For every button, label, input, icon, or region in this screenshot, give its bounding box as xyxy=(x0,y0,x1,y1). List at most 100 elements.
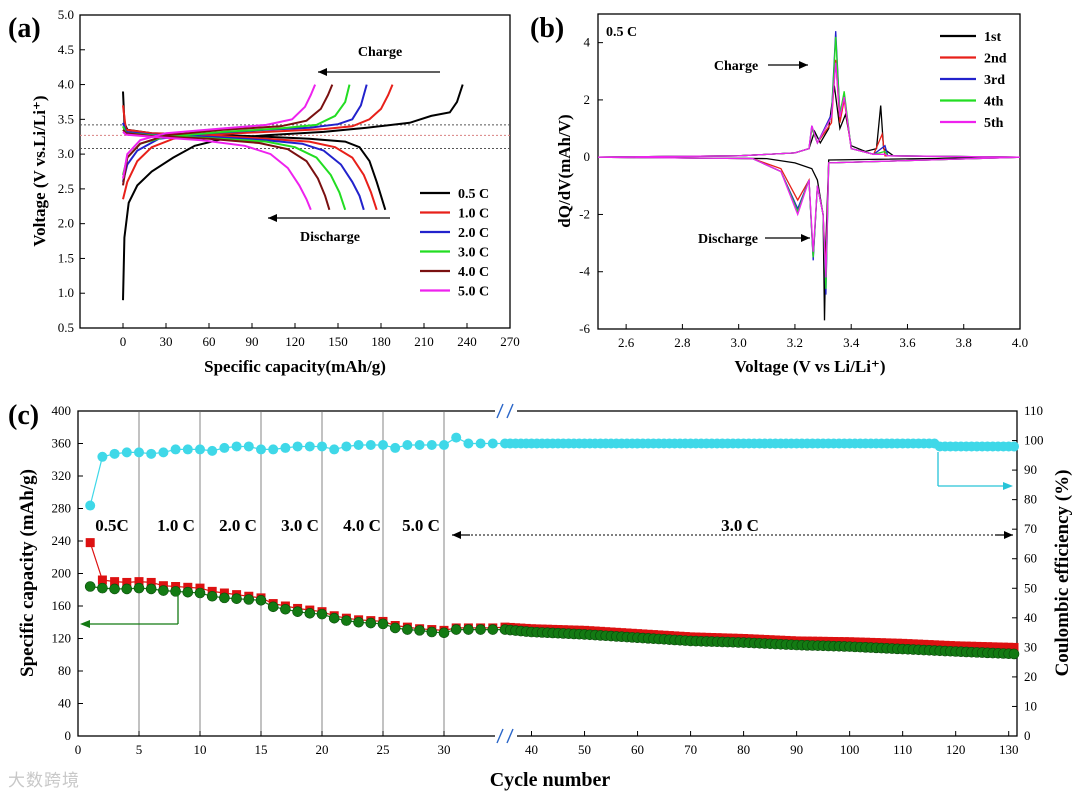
c-data-point xyxy=(110,577,120,587)
c-data-point xyxy=(341,615,352,626)
c-data-point xyxy=(414,625,425,636)
c-xtick-label: 25 xyxy=(377,742,390,757)
c-data-point xyxy=(389,622,401,634)
c-xtick-label: 10 xyxy=(194,742,207,757)
c-longterm-arrow-right xyxy=(995,531,1013,539)
panel-a-frame xyxy=(79,14,511,329)
a-series-discharge-05C xyxy=(122,91,387,211)
c-ytick-label: 240 xyxy=(52,533,72,548)
c-ytick-label: 360 xyxy=(52,436,72,451)
b-xtick-label: 3.4 xyxy=(843,335,860,350)
a-xtick-label: 0 xyxy=(120,334,127,349)
c-data-point xyxy=(231,593,242,604)
c-ytick-label: 160 xyxy=(52,598,72,613)
b-panel-label: (b) xyxy=(530,13,564,44)
a-ytick-label: 2.0 xyxy=(58,216,74,231)
c-data-point xyxy=(426,626,438,638)
b-xtick-label: 3.0 xyxy=(731,335,747,350)
c-data-point xyxy=(304,608,316,619)
c-data-point xyxy=(378,439,388,450)
c-data-point xyxy=(243,594,255,605)
c-ytick-label: 320 xyxy=(52,468,72,483)
c-ylabel: Specific capacity (mAh/g) xyxy=(17,469,38,677)
c-data-point xyxy=(967,641,977,651)
c-ytick-label: 80 xyxy=(58,663,71,678)
watermark: 大数跨境 xyxy=(8,771,80,791)
a-legend-label: 5.0 C xyxy=(458,285,489,300)
c-data-point xyxy=(182,444,193,455)
c-xtick-label: 130 xyxy=(999,742,1019,757)
panel-c-frame xyxy=(77,410,1018,737)
a-xtick-label: 120 xyxy=(285,334,305,349)
a-charge-arrow xyxy=(318,68,440,76)
c-data-point xyxy=(1004,642,1014,652)
c-xtick-label: 5 xyxy=(136,742,143,757)
a-ytick-label: 0.5 xyxy=(58,320,74,335)
c-ytick-right-label: 80 xyxy=(1024,492,1037,507)
c-data-point xyxy=(414,439,425,450)
c-axis-break-mark xyxy=(496,728,504,744)
c-rate-label: 1.0 C xyxy=(157,516,195,535)
c-series-coulombic-efficiency xyxy=(85,432,1019,511)
c-data-point xyxy=(97,575,107,585)
c-data-point xyxy=(487,438,498,449)
c-data-point xyxy=(109,583,120,595)
c-data-point xyxy=(316,608,328,620)
b-legend-label: 3rd xyxy=(984,73,1005,88)
b-ytick-label: -4 xyxy=(579,264,590,279)
a-xtick-label: 210 xyxy=(414,334,434,349)
c-data-point xyxy=(109,448,120,459)
c-data-point xyxy=(146,448,157,459)
c-data-point xyxy=(365,617,377,629)
c-longterm-arrow-left xyxy=(452,531,470,539)
c-rate-label: 2.0 C xyxy=(219,516,257,535)
c-xtick-label: 40 xyxy=(525,742,538,757)
c-ylabel-right: Coulombic efficiency (%) xyxy=(1052,470,1073,677)
c-data-point xyxy=(993,642,1003,652)
c-data-point xyxy=(158,585,169,596)
c-data-point xyxy=(377,618,389,630)
b-discharge-label: Discharge xyxy=(698,232,758,247)
a-xtick-label: 90 xyxy=(246,334,259,349)
c-data-point xyxy=(919,639,929,649)
c-xtick-label: 90 xyxy=(790,742,803,757)
a-series-charge-05C xyxy=(122,84,464,301)
c-data-point xyxy=(292,606,303,617)
c-data-point xyxy=(329,444,340,455)
a-xtick-label: 270 xyxy=(500,334,520,349)
c-ytick-right-label: 10 xyxy=(1024,698,1037,713)
c-data-point xyxy=(145,583,157,595)
c-capacity-axis-pointer xyxy=(80,590,179,628)
a-ytick-label: 5.0 xyxy=(58,7,74,22)
c-data-point xyxy=(353,616,364,628)
c-xtick-label: 100 xyxy=(840,742,860,757)
c-data-point xyxy=(439,439,449,450)
b-xtick-label: 4.0 xyxy=(1012,335,1028,350)
c-data-point xyxy=(475,624,486,635)
b-series-2nd xyxy=(597,59,1021,272)
c-data-point xyxy=(267,601,279,613)
c-data-point xyxy=(243,441,254,452)
c-data-point xyxy=(961,641,971,651)
c-data-point xyxy=(134,447,144,458)
c-data-point xyxy=(280,603,291,615)
c-data-point xyxy=(97,582,108,594)
c-xtick-label: 30 xyxy=(438,742,451,757)
c-xtick-label: 80 xyxy=(737,742,750,757)
c-data-point xyxy=(402,624,413,635)
c-axis-break-mark xyxy=(506,403,514,419)
a-charge-label: Charge xyxy=(358,45,402,60)
c-data-point xyxy=(887,638,897,648)
a-legend-label: 0.5 C xyxy=(458,187,489,202)
a-xtick-label: 60 xyxy=(203,334,216,349)
a-ytick-label: 3.0 xyxy=(58,146,74,161)
b-title: 0.5 C xyxy=(606,25,637,40)
c-data-point xyxy=(341,441,352,452)
c-data-point xyxy=(353,439,364,450)
c-data-point xyxy=(898,638,908,648)
c-data-point xyxy=(982,642,992,652)
c-data-point xyxy=(463,438,474,449)
c-data-point xyxy=(914,639,924,649)
c-data-point xyxy=(170,586,181,597)
